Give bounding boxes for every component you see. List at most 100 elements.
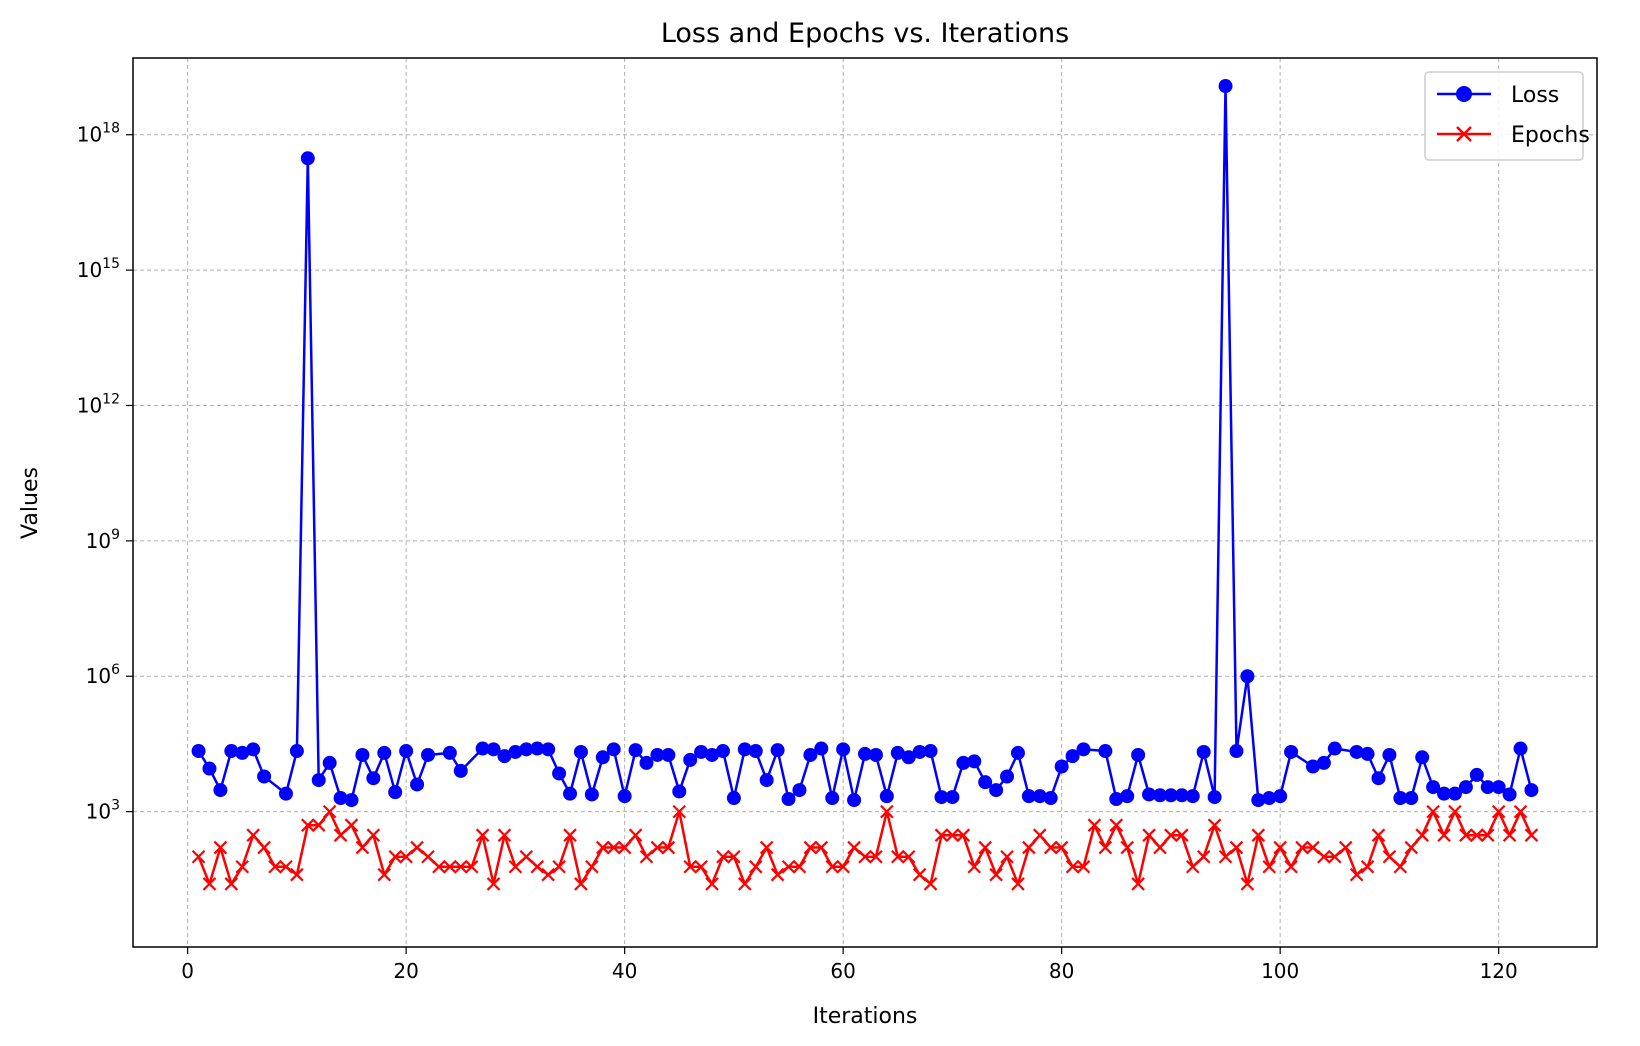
epochs-point — [1273, 840, 1287, 855]
loss-point — [1469, 767, 1484, 782]
x-tick-label: 60 — [830, 959, 855, 983]
epochs-point — [1437, 828, 1451, 842]
epochs-point — [759, 840, 774, 855]
loss-point — [1305, 759, 1320, 774]
loss-point — [705, 747, 720, 762]
loss-point — [1284, 744, 1299, 759]
loss-point — [1327, 741, 1342, 756]
loss-point — [1152, 788, 1167, 803]
epochs-point — [1393, 859, 1408, 874]
legend-epochs-marker — [1456, 126, 1472, 142]
epochs-point — [803, 840, 818, 855]
loss-point — [1349, 744, 1364, 759]
epochs-point — [1076, 859, 1091, 874]
epochs-point — [1033, 828, 1047, 842]
loss-point — [1393, 791, 1408, 806]
loss-point — [1371, 771, 1386, 786]
legend-loss-marker — [1456, 86, 1472, 102]
epochs-point — [1109, 818, 1124, 832]
epochs-point — [890, 849, 905, 864]
loss-point — [672, 784, 687, 799]
epochs-point — [705, 877, 719, 891]
epochs-point — [967, 859, 982, 874]
loss-point — [257, 769, 272, 784]
epochs-point — [508, 859, 523, 874]
loss-point — [1043, 791, 1058, 806]
loss-point — [978, 775, 993, 790]
loss-point — [508, 744, 523, 759]
epochs-point — [694, 859, 708, 874]
loss-point — [792, 783, 807, 798]
loss-point — [1437, 786, 1452, 801]
epochs-point — [290, 867, 304, 882]
loss-point — [683, 752, 698, 767]
loss-point — [879, 789, 894, 804]
epochs-point — [1131, 877, 1145, 891]
loss-point — [1240, 669, 1255, 684]
loss-point — [1382, 747, 1397, 762]
loss-point — [202, 761, 217, 776]
epochs-point — [1382, 849, 1397, 864]
epochs-point — [1185, 859, 1200, 874]
epochs-point — [738, 877, 752, 891]
loss-point — [519, 742, 534, 757]
loss-point — [847, 793, 862, 808]
epochs-point — [1338, 840, 1353, 855]
epochs-point — [530, 859, 545, 874]
loss-point — [726, 791, 741, 806]
epochs-point — [836, 859, 850, 874]
loss-point — [541, 742, 556, 757]
loss-point — [1109, 792, 1124, 807]
loss-point — [1404, 791, 1419, 806]
y-tick-label: 109 — [86, 527, 120, 553]
loss-point — [748, 744, 763, 759]
loss-point — [453, 763, 468, 778]
loss-point — [388, 785, 403, 800]
x-tick-label: 100 — [1261, 959, 1299, 983]
epochs-point — [912, 867, 927, 882]
loss-point — [1273, 789, 1288, 804]
loss-point — [278, 786, 293, 801]
epochs-point — [541, 867, 555, 882]
epochs-point — [585, 859, 599, 874]
epochs-point — [1480, 828, 1495, 842]
loss-point — [1010, 745, 1025, 760]
epochs-point — [301, 818, 315, 832]
epochs-point — [1491, 804, 1506, 819]
loss-point — [246, 742, 261, 757]
epochs-point — [727, 849, 741, 864]
epochs-point — [191, 849, 206, 864]
epochs-point — [1448, 804, 1462, 819]
y-tick-label: 1012 — [77, 391, 120, 417]
loss-point — [595, 750, 610, 765]
loss-point — [901, 750, 916, 765]
epochs-point — [1459, 828, 1473, 842]
epochs-point — [1164, 828, 1178, 842]
y-tick-label: 1018 — [77, 121, 120, 147]
x-tick-label: 80 — [1049, 959, 1074, 983]
loss-point — [366, 771, 381, 786]
epochs-point — [1153, 840, 1167, 855]
epochs-point — [377, 867, 392, 882]
epochs-point — [1470, 828, 1484, 842]
epochs-point — [333, 828, 348, 842]
loss-point — [442, 745, 457, 760]
epochs-point — [814, 840, 829, 855]
epochs-point — [901, 849, 916, 864]
epochs-point — [1098, 840, 1113, 855]
epochs-point — [1065, 859, 1080, 874]
x-tick-label: 120 — [1480, 959, 1518, 983]
x-tick-label: 40 — [612, 959, 637, 983]
loss-point — [322, 755, 337, 770]
loss-point — [355, 747, 370, 762]
epochs-point — [1054, 840, 1069, 855]
loss-point — [191, 744, 206, 759]
loss-point — [737, 742, 752, 757]
loss-point — [858, 746, 872, 761]
epochs-point — [1251, 828, 1266, 842]
loss-point — [945, 790, 960, 805]
epochs-point — [923, 877, 938, 891]
legend-epochs-label: Epochs — [1511, 123, 1590, 148]
loss-point — [1076, 742, 1091, 757]
